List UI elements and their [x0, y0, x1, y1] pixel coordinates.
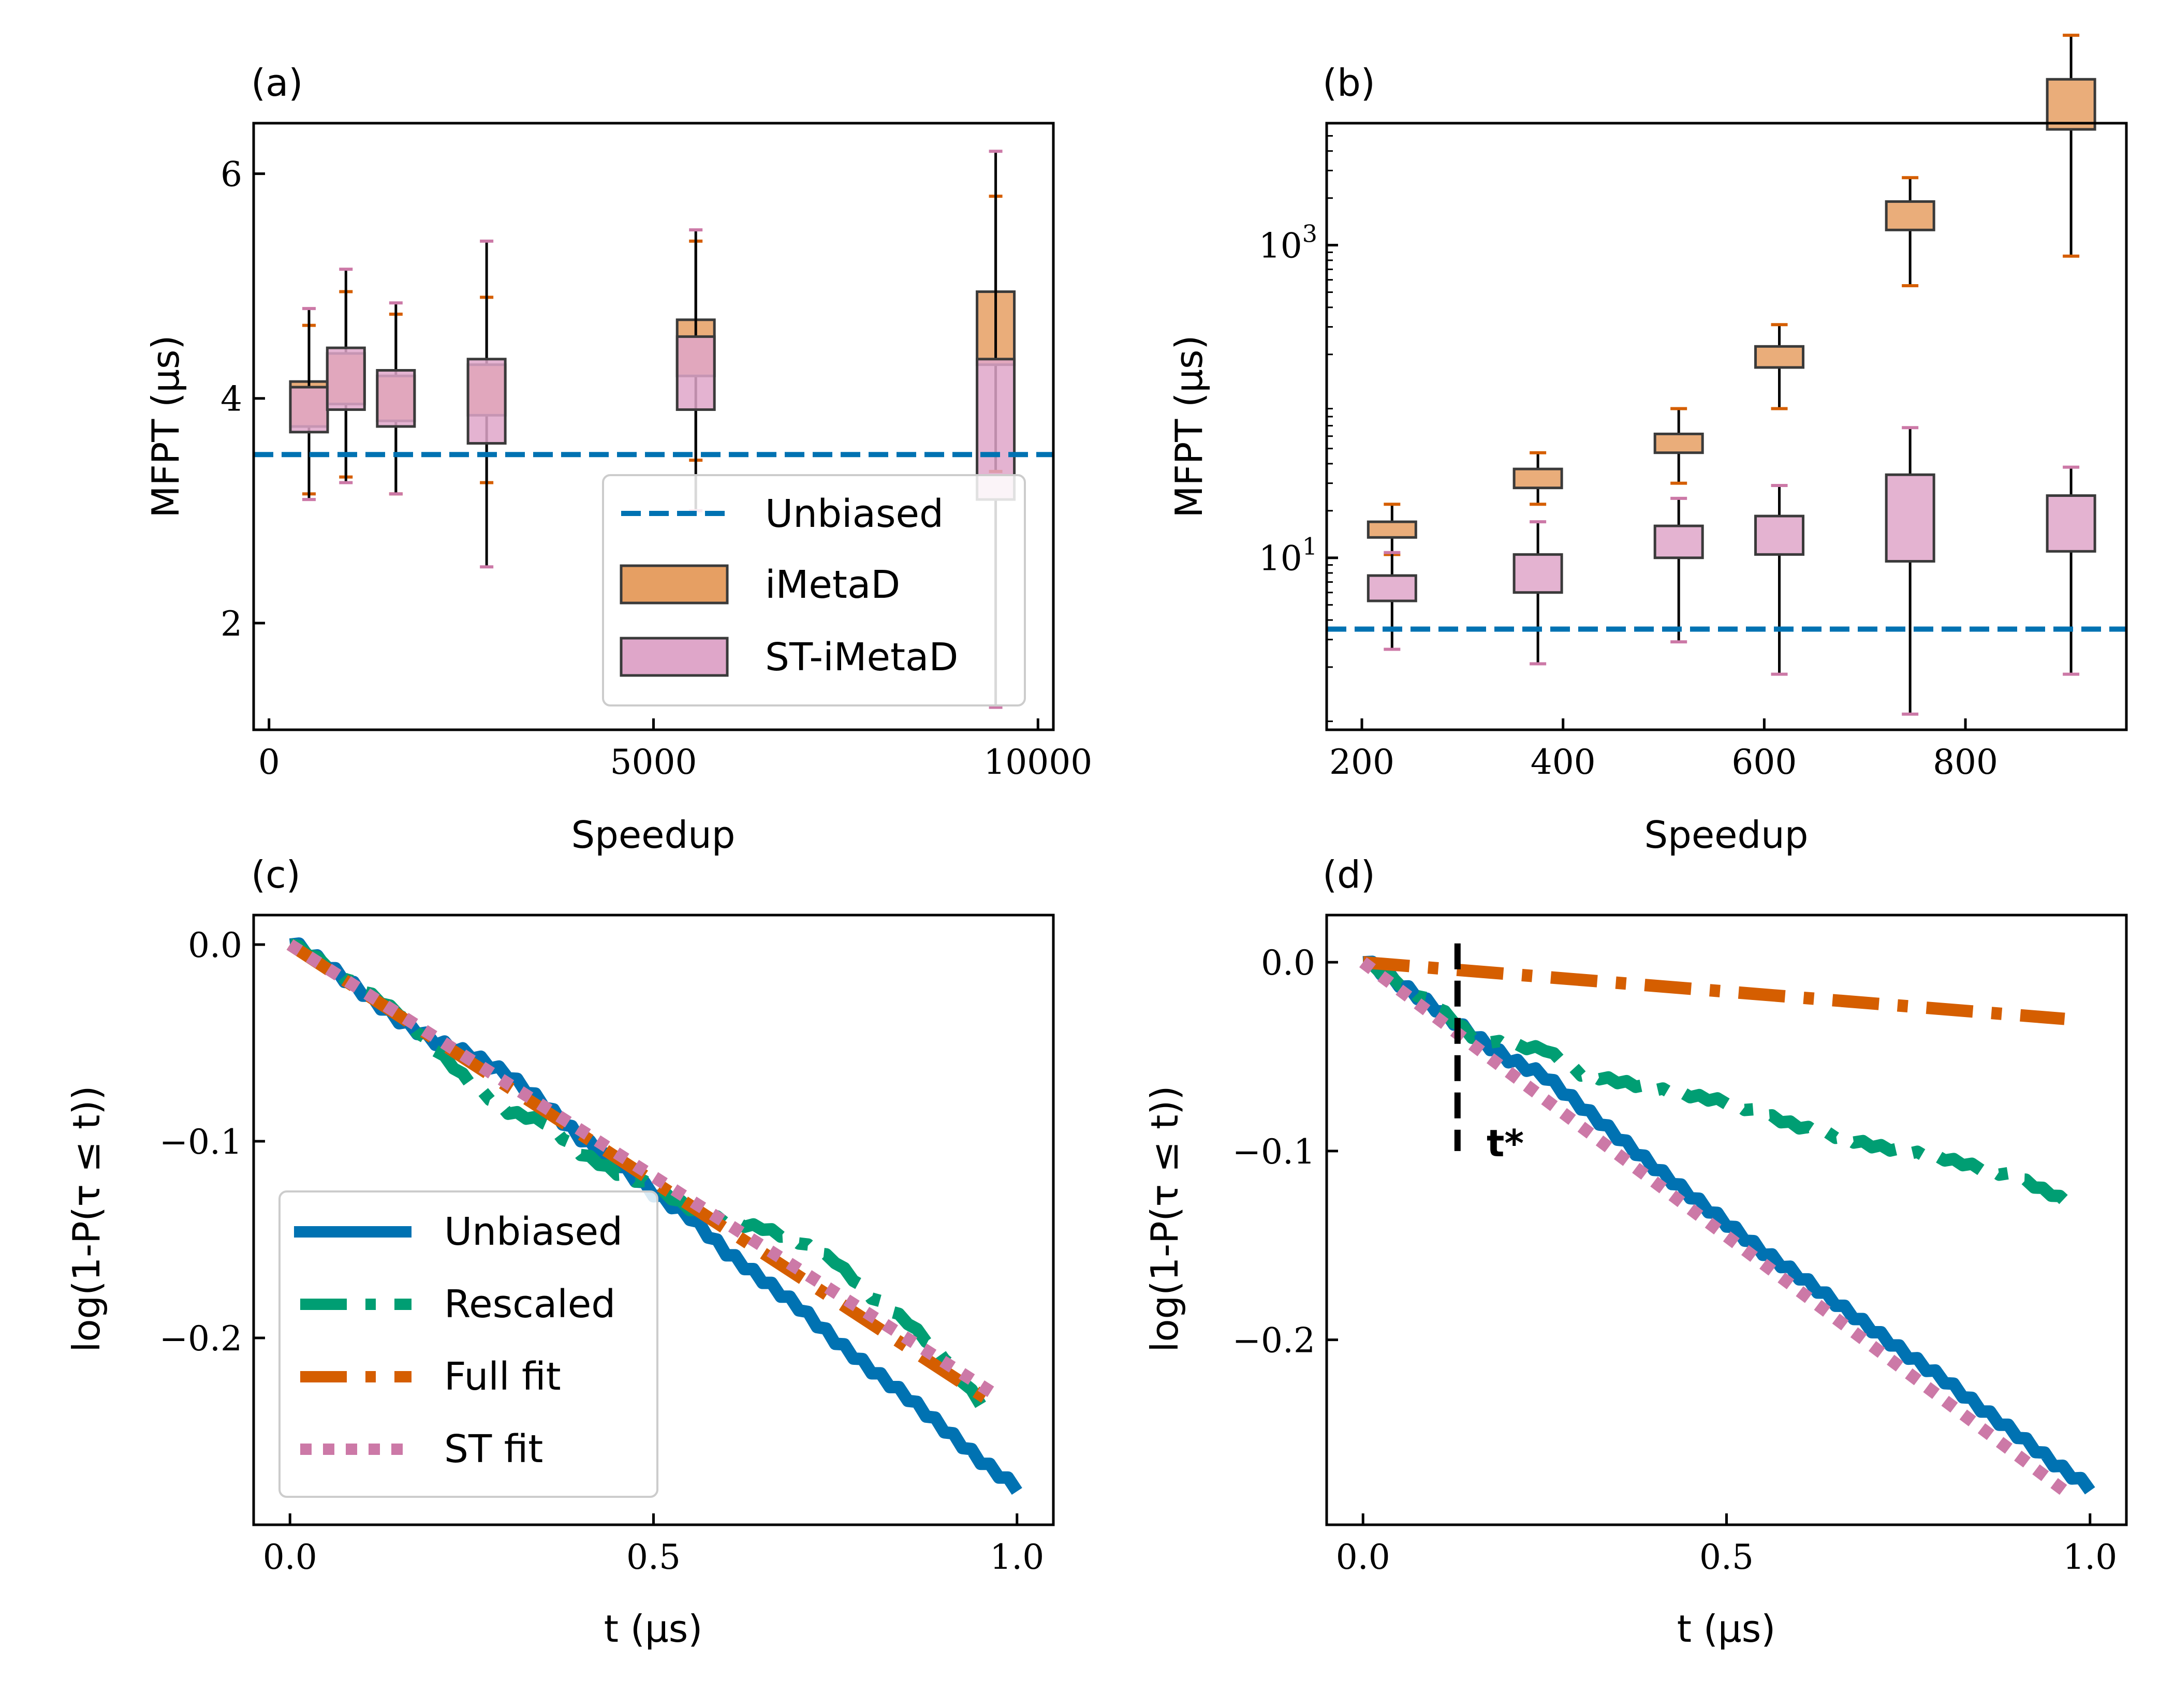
panel-c-legend: Unbiased Rescaled Full fit ST fit: [278, 1190, 658, 1498]
full-fit-line: [286, 939, 1003, 1412]
legend-imetad-label: iMetaD: [765, 563, 900, 607]
y-tick-label: 0.0: [1261, 943, 1315, 983]
y-tick-label-base: 10: [1259, 226, 1302, 266]
ST-iMetaD-box: [1512, 553, 1563, 594]
y-tick-label: 103: [1259, 220, 1317, 266]
unbiased-line: [1362, 955, 2095, 1495]
y-tick-label: 6: [221, 155, 242, 195]
iMetaD-box: [1754, 345, 1805, 369]
panel-d-plot-area: t*: [1359, 943, 2095, 1496]
x-tick-label: 5000: [610, 742, 697, 782]
y-tick-label-exp: 3: [1302, 220, 1317, 248]
rescaled-line: [289, 938, 986, 1408]
ST-iMetaD-box: [376, 369, 416, 428]
ST-iMetaD-box: [289, 386, 329, 434]
panel-b-plot-area: [1327, 34, 2126, 716]
x-tick-label: 0.5: [1699, 1537, 1754, 1577]
st-fit-line: [286, 939, 1003, 1403]
panel-c-ylabel: log(1-P(τ ≤ t)): [65, 1085, 108, 1352]
x-tick-label: 0.0: [263, 1537, 317, 1577]
ST-iMetaD-box: [2046, 494, 2096, 553]
x-tick-label: 10000: [983, 742, 1092, 782]
panel-d-xlabel: t (μs): [1677, 1607, 1776, 1651]
legend-imetad-swatch: [620, 564, 729, 605]
ST-iMetaD-box: [466, 358, 507, 445]
ST-iMetaD-box: [1885, 473, 1935, 563]
panel-c-xlabel: t (μs): [604, 1607, 703, 1651]
panel-d: (d) t* 0.0 0.5 1.0 0.0 −0.1 −0.2 t (μs) log(1…: [1143, 853, 2128, 1651]
panel-a-ticks: 0 5000 10000 2 4 6: [221, 155, 1092, 782]
panel-d-label: (d): [1323, 853, 1375, 896]
ST-iMetaD-box: [326, 346, 366, 411]
y-tick-label-base: 10: [1259, 539, 1302, 579]
panel-a-legend: Unbiased iMetaD ST-iMetaD: [602, 474, 1026, 706]
legend-full-fit-label: Full fit: [444, 1354, 561, 1399]
x-tick-label: 0.5: [626, 1537, 681, 1577]
panel-d-ylabel: log(1-P(τ ≤ t)): [1143, 1085, 1186, 1352]
y-tick-label: 2: [221, 604, 242, 644]
x-tick-label: 800: [1933, 742, 1998, 782]
ST-iMetaD-box: [1754, 514, 1805, 556]
panel-d-ticks: 0.0 0.5 1.0 0.0 −0.1 −0.2: [1232, 943, 2118, 1577]
legend-unbiased-label: Unbiased: [765, 492, 944, 536]
panel-c-label: (c): [251, 853, 301, 896]
rescaled-line: [1361, 956, 2073, 1209]
iMetaD-box: [1653, 432, 1704, 454]
panel-b-label: (b): [1323, 61, 1375, 105]
panel-b-frame: [1325, 122, 2128, 731]
legend-st-imetad-swatch: [620, 637, 729, 677]
ST-iMetaD-box: [675, 335, 716, 411]
y-tick-label: 0.0: [188, 925, 242, 965]
iMetaD-box: [1885, 200, 1935, 231]
full-fit-line: [1362, 956, 2065, 1025]
iMetaD-box: [2046, 78, 2096, 131]
panel-a-plot-area: [254, 150, 1053, 709]
ST-iMetaD-box: [1367, 574, 1417, 602]
panel-a-label: (a): [251, 61, 303, 105]
y-tick-label: −0.1: [159, 1122, 242, 1162]
y-tick-label: 4: [221, 379, 242, 419]
x-tick-label: 0: [258, 742, 280, 782]
y-tick-label-exp: 1: [1302, 533, 1317, 561]
iMetaD-box: [1512, 467, 1563, 490]
ST-iMetaD-box: [1653, 524, 1704, 559]
legend-rescaled-label: Rescaled: [444, 1282, 615, 1327]
t-star-annotation: t*: [1487, 1122, 1524, 1165]
y-tick-label: 101: [1259, 533, 1317, 579]
x-tick-label: 400: [1531, 742, 1596, 782]
panel-a-xlabel: Speedup: [571, 813, 735, 857]
iMetaD-box: [1367, 520, 1417, 539]
x-tick-label: 200: [1329, 742, 1394, 782]
legend-unbiased-label: Unbiased: [444, 1210, 623, 1254]
y-tick-label: −0.2: [159, 1319, 242, 1359]
panel-a: (a) 0 5000 10000 2 4 6 Speedup MFPT (μs) Unbi…: [144, 61, 1092, 857]
x-tick-label: 0.0: [1336, 1537, 1390, 1577]
legend-frame: [278, 1190, 658, 1498]
panel-a-ylabel: MFPT (μs): [144, 335, 187, 518]
x-tick-label: 1.0: [990, 1537, 1044, 1577]
st-fit-line: [1359, 957, 2068, 1496]
panel-c-ticks: 0.0 0.5 1.0 0.0 −0.1 −0.2: [159, 925, 1045, 1577]
y-tick-label: −0.2: [1232, 1321, 1315, 1361]
panel-b-xlabel: Speedup: [1644, 813, 1808, 857]
x-tick-label: 1.0: [2063, 1537, 2117, 1577]
legend-st-imetad-label: ST-iMetaD: [765, 635, 958, 680]
legend-st-fit-label: ST fit: [444, 1427, 543, 1471]
y-tick-label: −0.1: [1232, 1132, 1315, 1172]
panel-b-ylabel: MFPT (μs): [1167, 335, 1211, 518]
panel-c: (c) 0.0 0.5 1.0 0.0 −0.1 −0.2 t (μs) log(1-P(…: [65, 853, 1055, 1651]
x-tick-label: 600: [1731, 742, 1797, 782]
